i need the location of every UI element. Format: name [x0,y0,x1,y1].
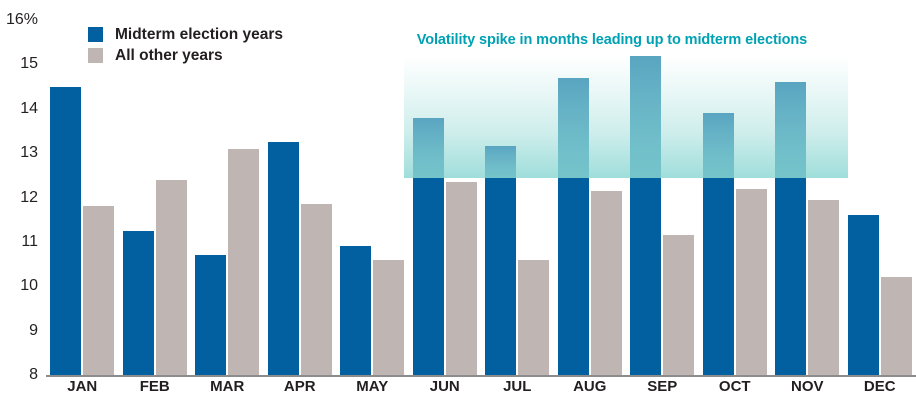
legend-label-midterm: Midterm election years [115,25,283,43]
bar-other [373,259,405,375]
bar-other [155,179,187,375]
legend-swatch-midterm-icon [88,27,103,42]
x-tick-label-oct: OCT [718,378,751,395]
bar-other [880,277,912,375]
bar-other [518,259,550,375]
x-tick-label-apr: APR [283,378,316,395]
legend-swatch-other-icon [88,48,103,63]
volatility-spike-callout: Volatility spike in months leading up to… [416,31,808,48]
y-tick-label: 16% [5,11,38,28]
bar-midterm [412,117,444,375]
bar-other [83,206,115,375]
bar-other [808,199,840,375]
y-tick-label: 8 [29,366,38,383]
x-tick-label-mar: MAR [210,378,245,395]
y-tick-label: 9 [29,321,38,339]
plot-area: JAN FEB MAR APR MAY JUN JUL AUG SEP OCT NOV DEC [46,0,916,401]
bar-midterm [847,215,879,375]
x-tick-label-feb: FEB [139,378,170,395]
bar-midterm [630,55,662,375]
x-axis-line [46,375,916,377]
bar-midterm [195,255,227,375]
x-tick-label-aug: AUG [573,378,607,395]
legend-label-other: All other years [115,46,223,64]
bar-midterm [340,246,372,375]
x-tick-label-may: MAY [356,378,389,395]
bar-other [228,148,260,375]
bar-other [590,190,622,375]
legend: Midterm election years All other years [88,24,283,66]
y-tick-label: 13 [20,144,38,162]
y-tick-label: 10 [20,277,38,295]
y-tick-label: 12 [20,188,38,206]
y-tick-label: 15 [20,55,38,73]
bar-midterm [557,77,589,375]
x-tick-label-dec: DEC [863,378,896,395]
legend-item-midterm: Midterm election years [88,24,283,45]
bar-other [300,204,332,375]
bar-midterm [122,230,154,375]
bar-other [663,235,695,375]
x-tick-label-nov: NOV [790,378,824,395]
x-tick-label-jul: JUL [503,378,532,395]
bar-midterm [267,142,299,375]
y-tick-label: 14 [20,99,38,117]
highlight-band [403,55,849,179]
legend-item-other: All other years [88,45,283,66]
bar-other [735,188,767,375]
bar-midterm [485,146,517,375]
bar-other [445,181,477,375]
x-tick-label-jun: JUN [429,378,460,395]
x-tick-label-jan: JAN [67,378,98,395]
bar-midterm [702,113,734,375]
bar-midterm [775,82,807,375]
y-axis: 16% 15 14 13 12 11 10 9 8 [0,0,46,401]
x-tick-label-sep: SEP [647,378,678,395]
bar-midterm [50,86,82,375]
y-tick-label: 11 [21,232,38,250]
